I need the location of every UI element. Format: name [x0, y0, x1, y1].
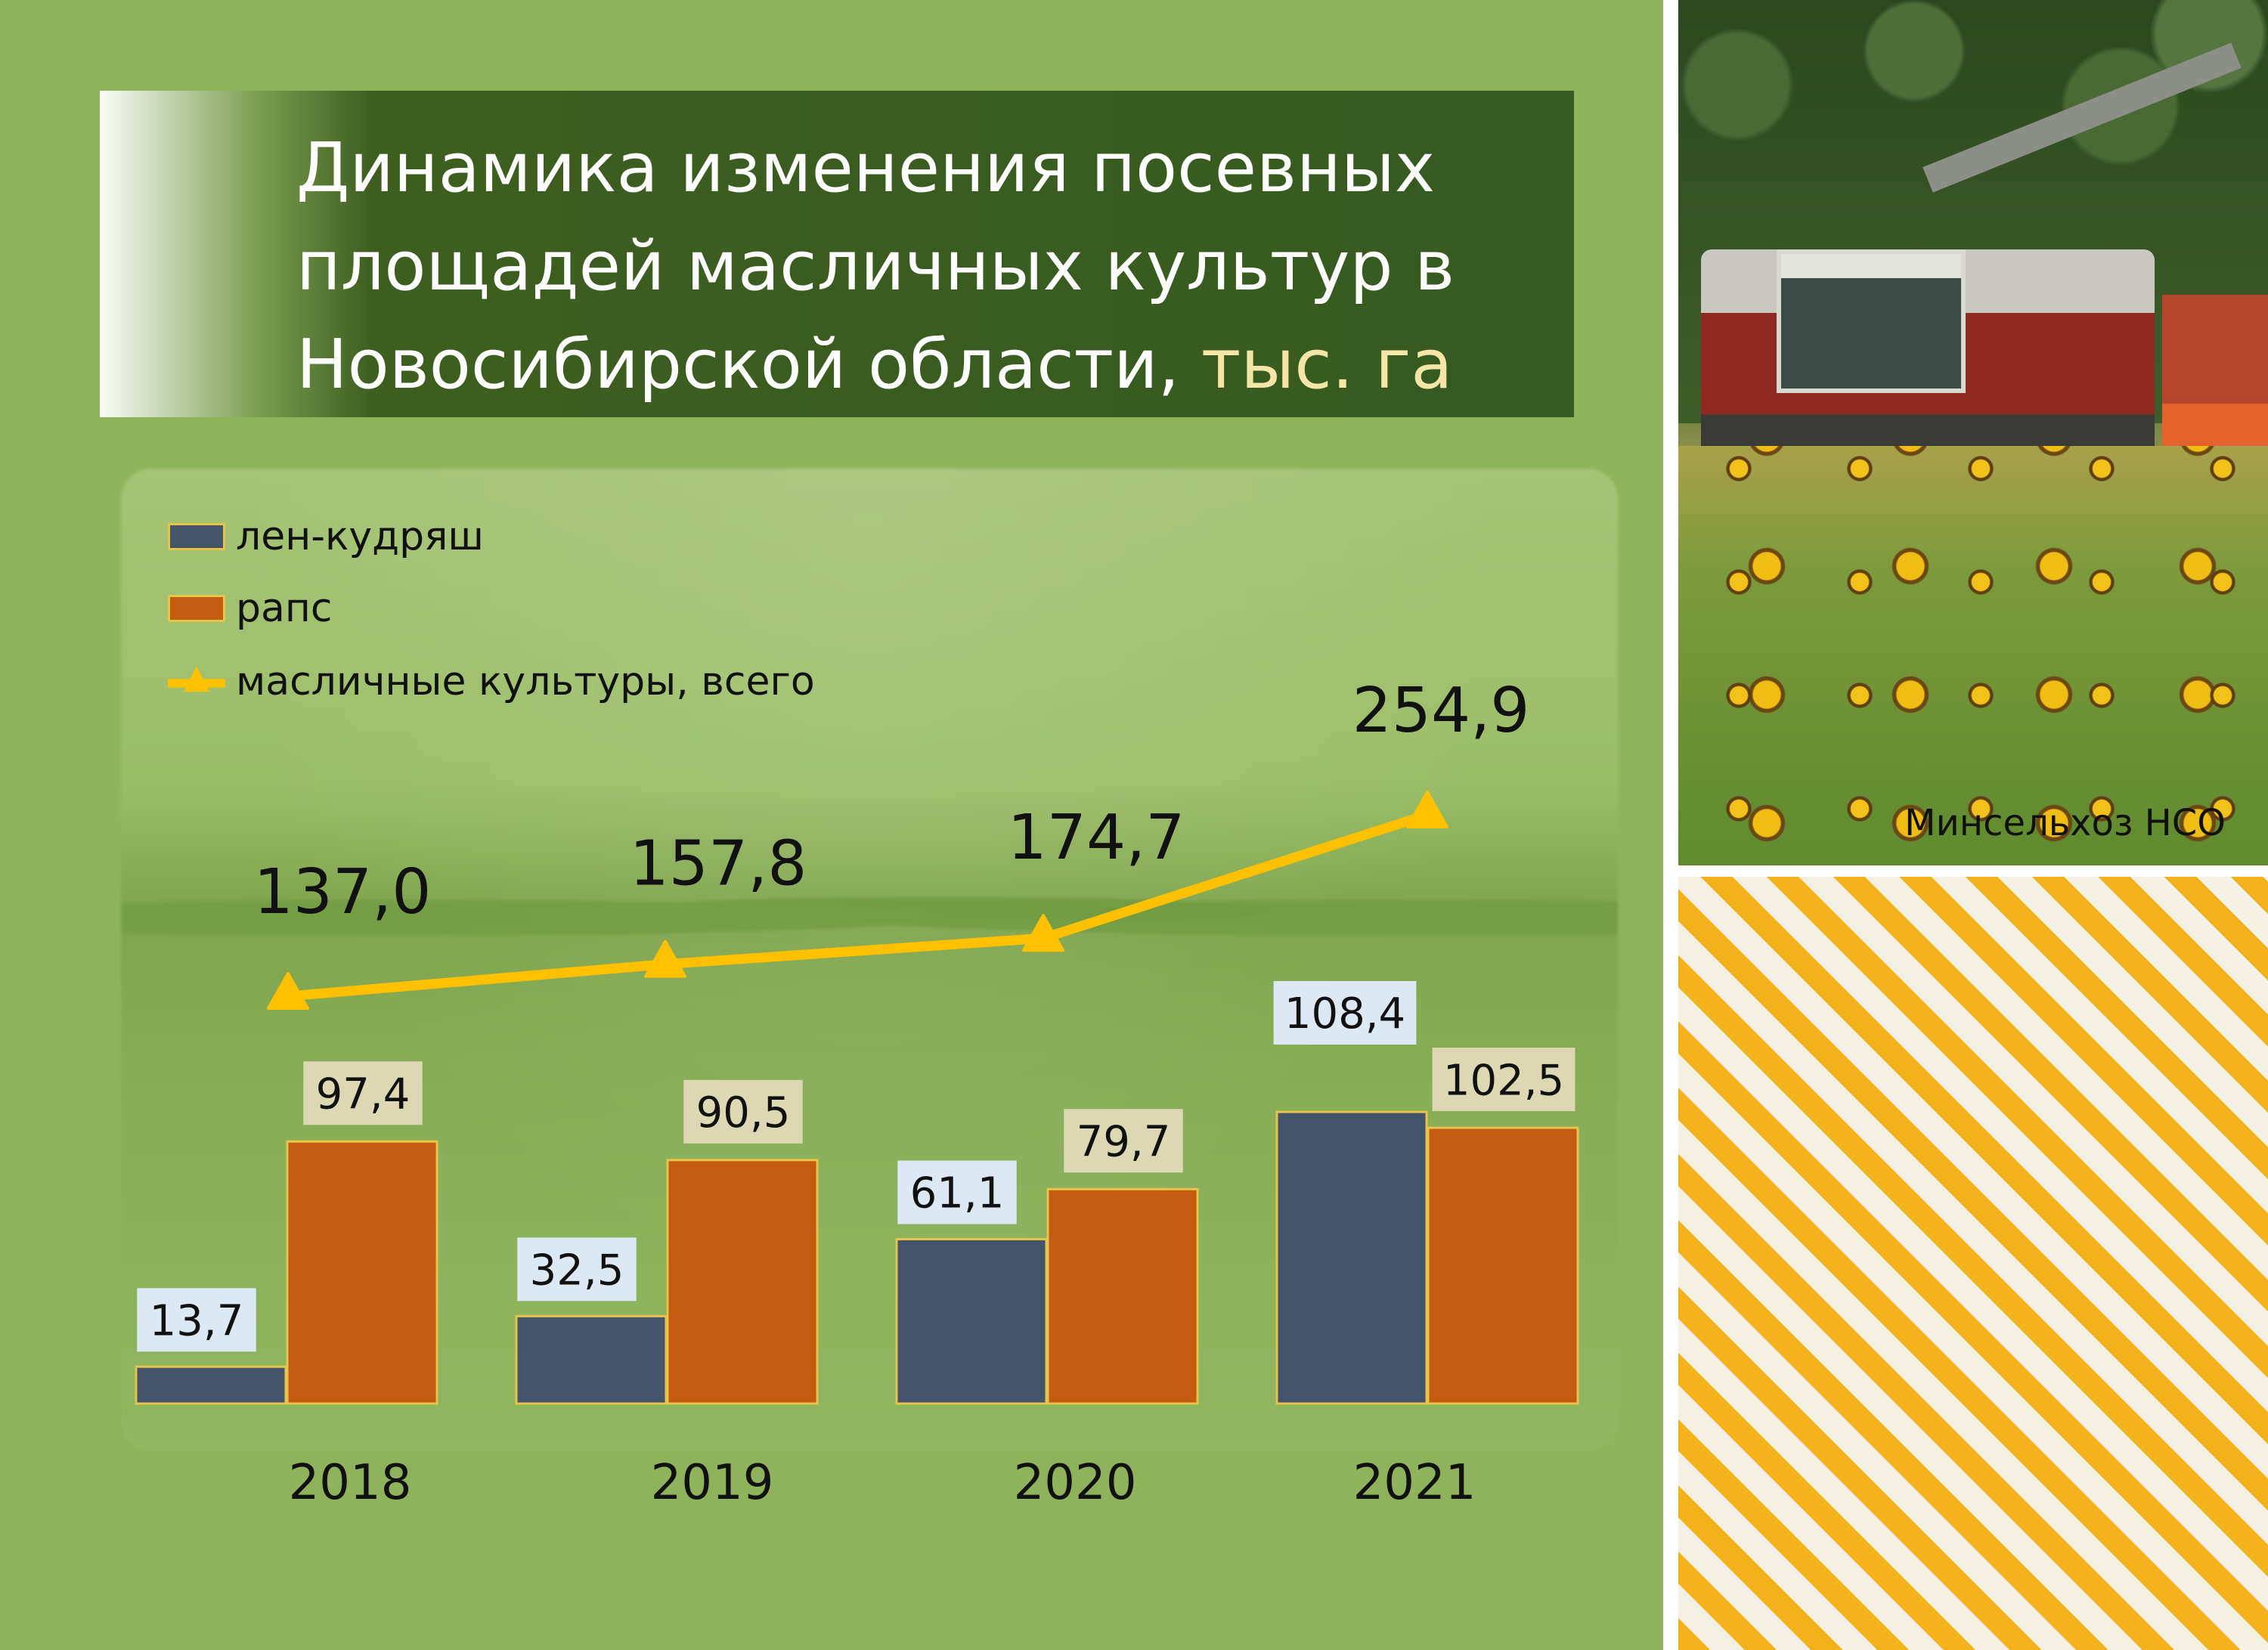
photo-sunflowers — [1678, 446, 2268, 865]
data-label-flax-2021: 108,4 — [1284, 989, 1405, 1039]
chart-panel: Динамика изменения посевных площадей мас… — [0, 0, 1663, 1650]
line-marker-total-2019 — [644, 940, 686, 978]
data-label-rape-2019-bg — [683, 1079, 803, 1144]
data-label-rape-2021-bg — [1432, 1048, 1576, 1112]
bar-rape-2019 — [666, 1159, 819, 1405]
data-label-flax-2018: 13,7 — [150, 1296, 244, 1345]
data-label-total-2019: 157,8 — [630, 828, 807, 900]
legend-label-total: масличные культуры, всего — [236, 659, 815, 704]
legend-swatch-total — [168, 666, 225, 692]
photo-credit: Минсельхоз НСО — [1904, 802, 2226, 844]
title-box: Динамика изменения посевных площадей мас… — [100, 91, 1574, 417]
line-total — [283, 810, 1433, 1001]
chart-title-main: Динамика изменения посевных площадей мас… — [296, 128, 1455, 404]
data-label-total-2020: 174,7 — [1008, 802, 1185, 874]
line-marker-total-2020 — [1022, 914, 1064, 952]
legend-swatch-rape — [168, 595, 225, 622]
x-tick-label-2020: 2020 — [1014, 1455, 1137, 1511]
legend-swatch-flax — [168, 523, 225, 550]
bar-flax-2019 — [515, 1314, 668, 1405]
x-tick-label-2018: 2018 — [289, 1455, 412, 1511]
harvest-photo: Минсельхоз НСО — [1678, 0, 2268, 865]
data-label-rape-2020-bg — [1064, 1109, 1183, 1173]
x-tick-label-2019: 2019 — [651, 1455, 774, 1511]
data-label-flax-2020: 61,1 — [910, 1169, 1005, 1218]
data-label-total-2018: 137,0 — [254, 856, 432, 928]
bar-flax-2018 — [135, 1365, 287, 1405]
x-tick-label-2021: 2021 — [1353, 1455, 1476, 1511]
data-label-flax-2021-bg — [1273, 981, 1417, 1045]
data-label-rape-2018: 97,4 — [316, 1070, 411, 1119]
data-label-rape-2019: 90,5 — [696, 1088, 791, 1138]
chart-title: Динамика изменения посевных площадей мас… — [296, 119, 1551, 414]
data-label-flax-2020-bg — [897, 1160, 1017, 1224]
line-marker-total-2021 — [1406, 790, 1448, 828]
chart-title-unit: тыс. га — [1201, 325, 1453, 404]
bar-rape-2020 — [1046, 1187, 1199, 1405]
tree-line — [121, 877, 1618, 945]
bar-flax-2021 — [1275, 1110, 1428, 1405]
bar-rape-2021 — [1427, 1126, 1579, 1405]
bar-flax-2020 — [895, 1237, 1048, 1405]
decorative-stripes — [1678, 877, 2268, 1650]
bar-rape-2018 — [286, 1140, 438, 1405]
data-label-rape-2018-bg — [303, 1061, 423, 1125]
data-label-flax-2019-bg — [517, 1237, 637, 1302]
legend-label-flax: лен-кудряш — [236, 514, 484, 559]
legend-label-rape: рапс — [236, 586, 333, 631]
data-label-total-2021: 254,9 — [1352, 675, 1530, 747]
chart-plot: 13,7 97,4 2018 32,5 90,5 2019 61,1 79,7 2020 108,… — [135, 675, 1579, 1511]
data-label-rape-2021: 102,5 — [1443, 1056, 1564, 1105]
data-label-rape-2020: 79,7 — [1077, 1117, 1171, 1166]
data-label-flax-2018-bg — [137, 1288, 256, 1352]
line-marker-total-2018 — [267, 972, 309, 1010]
data-label-flax-2019: 32,5 — [530, 1246, 624, 1295]
photo-harvester-cab — [1777, 249, 1966, 393]
